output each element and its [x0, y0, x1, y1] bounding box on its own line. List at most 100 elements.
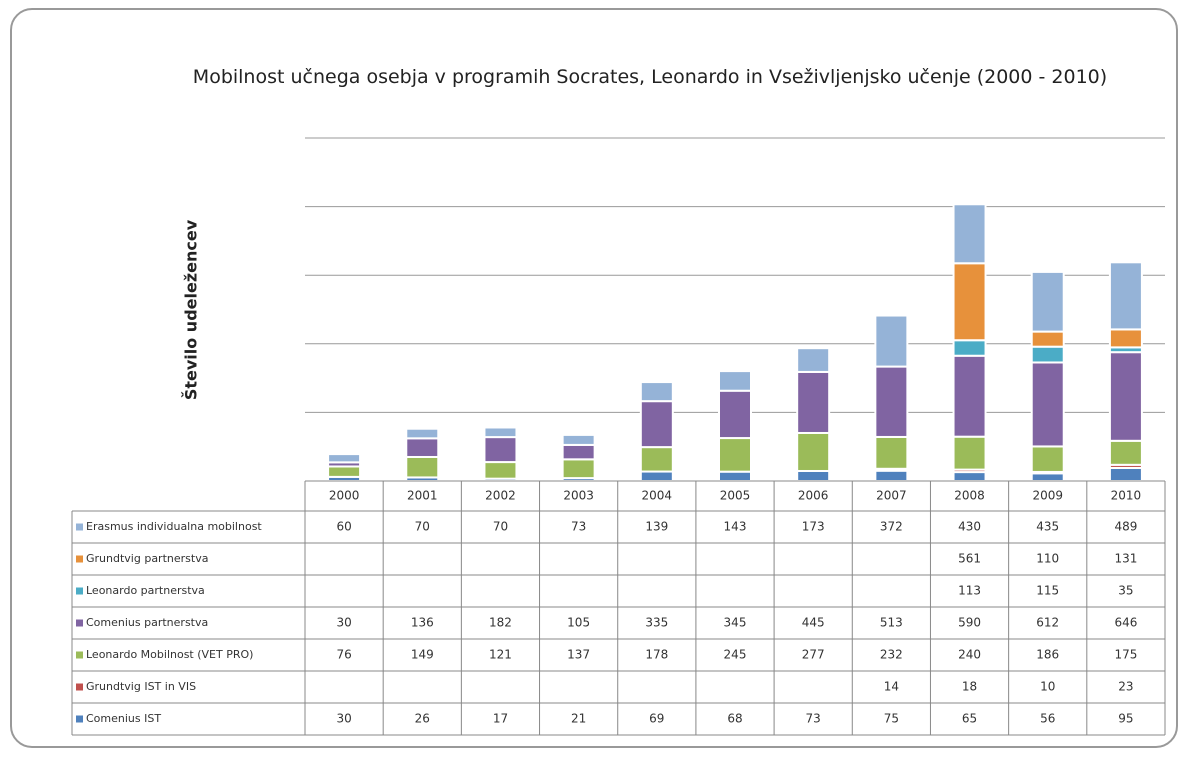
bar-segment	[483, 461, 518, 480]
bar-segment	[952, 471, 987, 483]
legend-swatch	[76, 619, 83, 627]
table-value: 60	[336, 520, 351, 534]
x-tick-label: 2004	[642, 489, 673, 503]
bar-segment	[952, 262, 987, 342]
x-tick-label: 2001	[407, 489, 438, 503]
bar-segment	[874, 365, 909, 438]
table-value: 115	[1036, 584, 1059, 598]
table-value: 646	[1114, 616, 1137, 630]
legend-swatch	[76, 555, 83, 563]
bar-segment	[874, 435, 909, 470]
x-tick-label: 2010	[1111, 489, 1142, 503]
table-value: 17	[493, 712, 508, 726]
legend-label: Grundtvig IST in VIS	[86, 680, 196, 693]
table-value: 173	[802, 520, 825, 534]
table-value: 136	[411, 616, 434, 630]
table-value: 232	[880, 648, 903, 662]
bar-segment	[952, 435, 987, 471]
table-value: 65	[962, 712, 977, 726]
table-value: 76	[336, 648, 351, 662]
table-value: 372	[880, 520, 903, 534]
table-value: 178	[645, 648, 668, 662]
bar-segment	[561, 433, 596, 446]
legend-label: Comenius IST	[86, 712, 161, 725]
x-tick-label: 2000	[329, 489, 360, 503]
x-tick-label: 2009	[1032, 489, 1063, 503]
x-tick-label: 2008	[954, 489, 985, 503]
table-value: 561	[958, 552, 981, 566]
table-value: 70	[415, 520, 430, 534]
table-value: 131	[1114, 552, 1137, 566]
bar-segment	[1108, 439, 1143, 466]
table-value: 73	[571, 520, 586, 534]
bar-segment	[327, 465, 362, 478]
bar-segment	[718, 437, 752, 473]
table-value: 435	[1036, 520, 1059, 534]
bar-segment	[796, 370, 831, 434]
legend-label: Grundtvig partnerstva	[86, 552, 208, 565]
table-value: 121	[489, 648, 512, 662]
bar-segment	[952, 339, 987, 357]
table-value: 23	[1118, 680, 1133, 694]
frame	[10, 8, 1178, 748]
table-value: 139	[645, 520, 668, 534]
legend-label: Leonardo Mobilnost (VET PRO)	[86, 648, 253, 661]
legend-swatch	[76, 587, 83, 595]
table-value: 95	[1118, 712, 1133, 726]
table-value: 240	[958, 648, 981, 662]
table-value: 182	[489, 616, 512, 630]
table-value: 105	[567, 616, 590, 630]
table-value: 513	[880, 616, 903, 630]
bar-segment	[1030, 330, 1065, 348]
bar-segment	[405, 437, 440, 458]
legend-label: Erasmus individualna mobilnost	[86, 520, 262, 533]
bar-segment	[796, 469, 831, 483]
chart-title: Mobilnost učnega osebja v programih Socr…	[192, 66, 1108, 88]
table-value: 26	[415, 712, 430, 726]
table-value: 345	[724, 616, 747, 630]
bar-segment	[639, 470, 674, 483]
table-value: 113	[958, 584, 981, 598]
table-value: 18	[962, 680, 977, 694]
table-value: 335	[645, 616, 668, 630]
bar-segment	[483, 436, 518, 464]
bar-segment	[639, 400, 674, 449]
legend-label: Comenius partnerstva	[86, 616, 208, 629]
table-value: 149	[411, 648, 434, 662]
table-value: 430	[958, 520, 981, 534]
bar-segment	[952, 354, 987, 438]
x-tick-label: 2003	[563, 489, 594, 503]
bar-segment	[639, 381, 674, 403]
bar-segment	[1108, 351, 1143, 442]
bar-segment	[952, 203, 987, 265]
legend-swatch	[76, 651, 83, 659]
bar-segment	[796, 431, 831, 472]
table-value: 489	[1114, 520, 1137, 534]
bar-segment	[561, 443, 596, 461]
table-value: 245	[724, 648, 747, 662]
table-value: 30	[336, 616, 351, 630]
table-value: 73	[806, 712, 821, 726]
bar-segment	[561, 458, 596, 480]
table-value: 70	[493, 520, 508, 534]
bar-segment	[483, 426, 518, 439]
bar-segment	[1108, 328, 1143, 349]
bar-segment	[874, 469, 909, 482]
bar-segment	[1030, 445, 1065, 473]
table-value: 10	[1040, 680, 1055, 694]
legend-swatch	[76, 523, 83, 531]
table-value: 30	[336, 712, 351, 726]
x-tick-label: 2005	[720, 489, 751, 503]
table-value: 445	[802, 616, 825, 630]
bar-segment	[327, 453, 362, 464]
table-value: 110	[1036, 552, 1059, 566]
bar-segment	[1030, 270, 1065, 333]
x-tick-label: 2006	[798, 489, 829, 503]
bar-segment	[1108, 466, 1143, 483]
table-value: 75	[884, 712, 899, 726]
table-value: 612	[1036, 616, 1059, 630]
bar-segment	[1030, 361, 1065, 448]
table-value: 186	[1036, 648, 1059, 662]
table-value: 277	[802, 648, 825, 662]
bar-segment	[405, 427, 440, 440]
